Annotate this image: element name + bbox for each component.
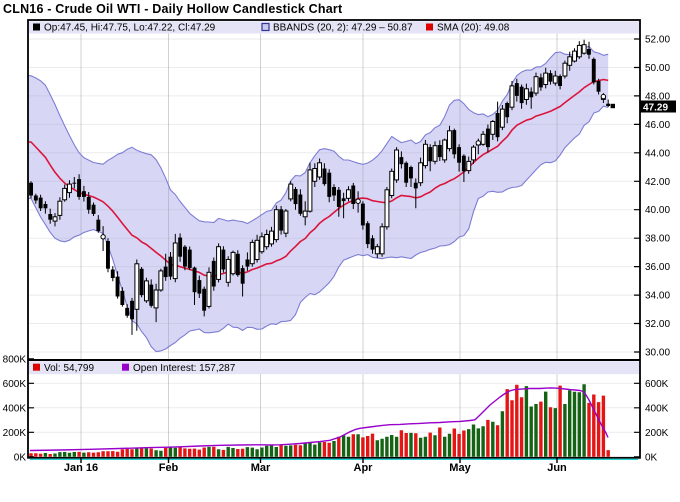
svg-text:48.00: 48.00 bbox=[645, 91, 670, 102]
svg-text:800K: 800K bbox=[3, 354, 27, 365]
svg-text:38.00: 38.00 bbox=[645, 234, 670, 245]
svg-text:CLN16 - Crude Oil WTI - Daily: CLN16 - Crude Oil WTI - Daily Hollow Can… bbox=[3, 2, 343, 16]
svg-text:200K: 200K bbox=[645, 428, 669, 439]
svg-text:42.00: 42.00 bbox=[645, 177, 670, 188]
svg-text:Op:47.45, Hi:47.75, Lo:47.22,: Op:47.45, Hi:47.75, Lo:47.22, Cl:47.29 bbox=[44, 23, 216, 34]
svg-text:Mar: Mar bbox=[251, 462, 271, 474]
svg-text:40.00: 40.00 bbox=[645, 205, 670, 216]
svg-text:200K: 200K bbox=[3, 428, 27, 439]
svg-text:Jan 16: Jan 16 bbox=[64, 462, 98, 474]
svg-text:SMA (20): 49.08: SMA (20): 49.08 bbox=[437, 23, 510, 34]
svg-text:400K: 400K bbox=[3, 403, 27, 414]
svg-text:Jun: Jun bbox=[547, 462, 567, 474]
svg-text:0K: 0K bbox=[645, 452, 658, 463]
svg-text:Vol: 54,799: Vol: 54,799 bbox=[44, 363, 94, 374]
svg-text:50.00: 50.00 bbox=[645, 63, 670, 74]
svg-text:Open Interest: 157,287: Open Interest: 157,287 bbox=[133, 363, 236, 374]
svg-text:44.00: 44.00 bbox=[645, 148, 670, 159]
svg-text:May: May bbox=[449, 462, 471, 474]
svg-text:30.00: 30.00 bbox=[645, 348, 670, 359]
svg-text:Apr: Apr bbox=[354, 462, 374, 474]
svg-text:BBANDS (20, 2): 47.29 – 50.87: BBANDS (20, 2): 47.29 – 50.87 bbox=[273, 23, 413, 34]
svg-text:52.00: 52.00 bbox=[645, 35, 670, 46]
svg-text:0K: 0K bbox=[14, 452, 27, 463]
svg-text:36.00: 36.00 bbox=[645, 262, 670, 273]
svg-text:600K: 600K bbox=[3, 379, 27, 390]
svg-text:32.00: 32.00 bbox=[645, 319, 670, 330]
svg-text:Feb: Feb bbox=[159, 462, 179, 474]
svg-text:46.00: 46.00 bbox=[645, 120, 670, 131]
svg-text:47.29: 47.29 bbox=[643, 102, 668, 113]
svg-text:600K: 600K bbox=[645, 379, 669, 390]
svg-text:34.00: 34.00 bbox=[645, 291, 670, 302]
svg-text:400K: 400K bbox=[645, 403, 669, 414]
